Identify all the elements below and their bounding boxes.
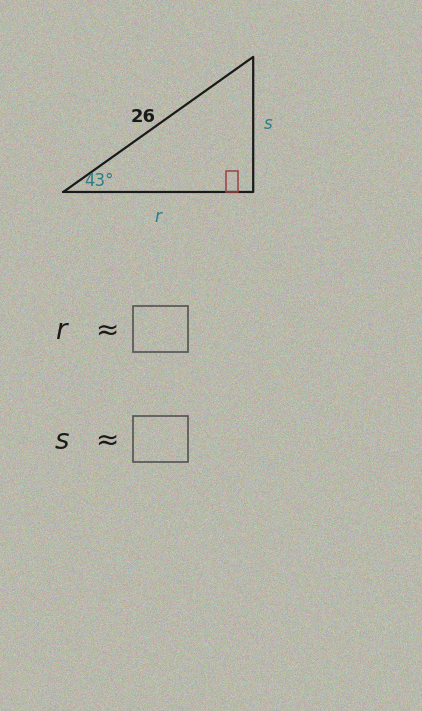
Text: s: s (264, 115, 272, 134)
Text: ≈: ≈ (95, 316, 118, 345)
Text: s: s (55, 427, 69, 455)
Text: 43°: 43° (84, 172, 114, 191)
Text: ≈: ≈ (95, 427, 118, 455)
Bar (226, 171, 238, 192)
Bar (133, 306, 188, 352)
Text: r: r (55, 316, 66, 345)
Bar (133, 416, 188, 462)
Text: 26: 26 (131, 108, 156, 127)
Text: r: r (155, 208, 162, 226)
